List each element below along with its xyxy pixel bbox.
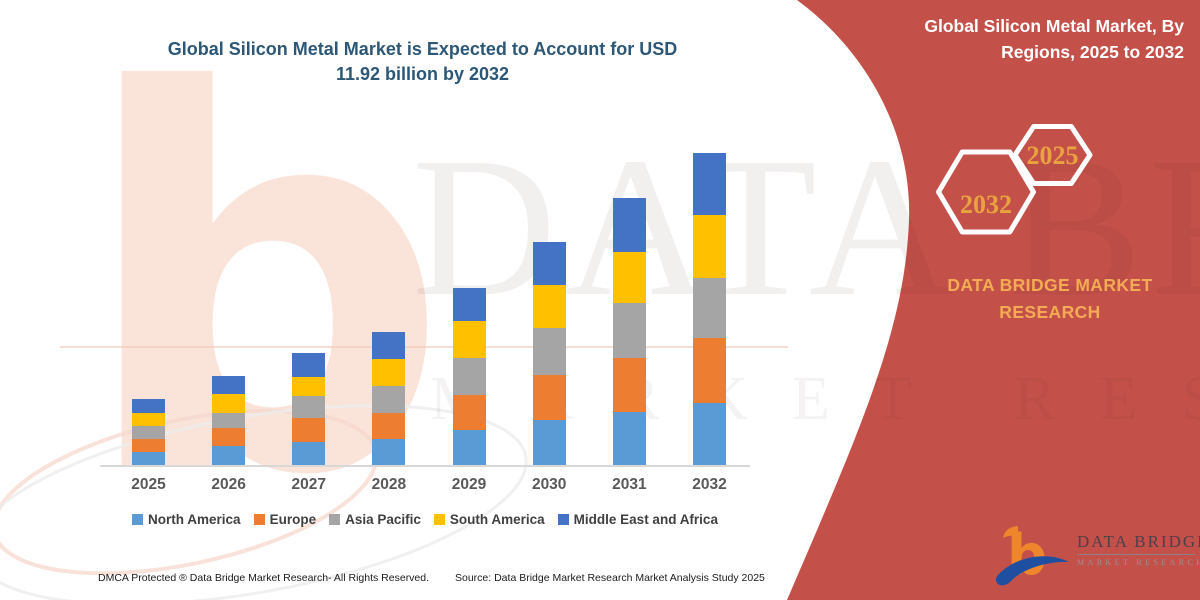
bar-segment-middle-east-and-africa-2028 (372, 331, 406, 360)
bar-segment-europe-2030 (532, 375, 566, 420)
x-axis-label-2028: 2028 (371, 476, 407, 493)
bar-segment-south-america-2031 (612, 252, 646, 303)
hexagon-badges: 2032 2025 (936, 124, 1093, 235)
watermark-underline (60, 346, 788, 348)
bar-segment-europe-2031 (612, 357, 646, 412)
bar-segment-north-america-2030 (532, 420, 566, 465)
panel-title: Global Silicon Metal Market, By Regions,… (854, 13, 1184, 66)
bar-segment-asia-pacific-2029 (452, 358, 486, 395)
legend-swatch-icon (557, 514, 569, 525)
logo-title: DATA BRIDGE (1077, 532, 1200, 551)
bar-segment-europe-2032 (692, 337, 726, 404)
bar-2031 (612, 197, 646, 465)
x-axis-label-2031: 2031 (612, 476, 647, 493)
bar-segment-north-america-2029 (452, 429, 486, 465)
bar-segment-north-america-2025 (132, 452, 165, 465)
hexagon-2032-icon (936, 149, 1036, 235)
footer-source-text: Source: Data Bridge Market Research Mark… (455, 572, 765, 584)
x-axis-label-2026: 2026 (211, 476, 246, 493)
legend-item-south-america: South America (433, 512, 545, 527)
x-axis-label-2029: 2029 (451, 476, 487, 493)
bar-segment-north-america-2032 (692, 403, 726, 465)
panel-title-line2: Regions, 2025 to 2032 (1001, 42, 1184, 63)
x-axis-label-2027: 2027 (291, 476, 327, 493)
chart-title-line2: 11.92 billion by 2032 (335, 64, 510, 85)
bar-segment-south-america-2032 (692, 215, 726, 279)
legend-item-north-america: North America (132, 512, 241, 527)
legend-label: Asia Pacific (345, 512, 421, 527)
x-axis-label-2030: 2030 (531, 476, 567, 493)
bar-segment-north-america-2026 (212, 446, 246, 465)
logo-divider (1077, 554, 1195, 555)
bar-segment-north-america-2027 (292, 442, 326, 465)
bar-segment-europe-2025 (132, 438, 165, 453)
panel-title-line1: Global Silicon Metal Market, By (924, 16, 1184, 36)
bar-segment-south-america-2027 (292, 376, 326, 397)
bar-segment-north-america-2031 (612, 411, 646, 465)
bar-segment-middle-east-and-africa-2032 (692, 153, 726, 216)
bar-2026 (212, 375, 246, 465)
legend-swatch-icon (433, 514, 445, 525)
brand-text-line2: RESEARCH (999, 302, 1101, 323)
legend-label: Europe (269, 512, 317, 527)
bar-segment-south-america-2030 (532, 285, 566, 329)
x-axis-label-2032: 2032 (692, 476, 727, 493)
bar-segment-asia-pacific-2030 (532, 328, 566, 375)
bar-segment-asia-pacific-2026 (212, 412, 246, 429)
legend: North America Europe Asia Pacific South Ame… (95, 512, 755, 527)
legend-item-middle-east-and-africa: Middle East and Africa (557, 512, 718, 527)
bar-segment-europe-2026 (212, 428, 246, 447)
legend-swatch-icon (132, 514, 144, 525)
bar-2032 (692, 153, 726, 465)
bar-segment-south-america-2029 (452, 321, 486, 359)
brand-text-line1: DATA BRIDGE MARKET (947, 275, 1153, 295)
legend-item-asia-pacific: Asia Pacific (329, 512, 421, 527)
chart-title-line1: Global Silicon Metal Market is Expected … (167, 39, 678, 59)
brand-text: DATA BRIDGE MARKET RESEARCH (900, 272, 1200, 326)
legend-swatch-icon (329, 514, 341, 525)
bar-2030 (532, 241, 566, 465)
legend-label: North America (148, 512, 241, 527)
bar-segment-south-america-2026 (212, 394, 246, 413)
bar-2027 (292, 353, 326, 465)
plot-area (100, 140, 750, 467)
chart-title: Global Silicon Metal Market is Expected … (95, 37, 750, 87)
bar-segment-south-america-2028 (372, 359, 406, 387)
bar-2025 (132, 399, 165, 465)
legend-label: South America (449, 512, 545, 527)
bar-segment-north-america-2028 (372, 438, 406, 465)
legend-item-europe: Europe (253, 512, 317, 527)
bar-segment-middle-east-and-africa-2030 (532, 241, 566, 286)
bar-segment-middle-east-and-africa-2026 (212, 375, 246, 395)
bar-2028 (372, 331, 406, 465)
bar-segment-asia-pacific-2025 (132, 426, 165, 439)
bar-segment-europe-2027 (292, 417, 326, 442)
bar-segment-europe-2029 (452, 394, 486, 430)
logo-swoosh-icon (996, 556, 1069, 586)
x-axis-labels: 2025 2026 2027 2028 2029 2030 2031 2032 (100, 476, 750, 496)
hexagon-2032-label: 2032 (960, 190, 1012, 219)
hexagon-2025-icon (1012, 124, 1093, 186)
bar-segment-middle-east-and-africa-2031 (612, 197, 646, 253)
bar-segment-middle-east-and-africa-2025 (132, 399, 165, 413)
bar-segment-europe-2028 (372, 413, 406, 439)
logo-b-icon: b (996, 523, 1069, 588)
bar-segment-middle-east-and-africa-2029 (452, 288, 486, 322)
footer-dmca-text: DMCA Protected ® Data Bridge Market Rese… (98, 572, 430, 584)
legend-label: Middle East and Africa (573, 512, 718, 527)
bar-segment-asia-pacific-2028 (372, 386, 406, 414)
bar-segment-asia-pacific-2027 (292, 396, 326, 418)
legend-swatch-icon (253, 514, 265, 525)
x-axis-label-2025: 2025 (131, 476, 166, 493)
bar-segment-asia-pacific-2031 (612, 302, 646, 358)
bar-2029 (452, 288, 486, 465)
bar-segment-south-america-2025 (132, 412, 165, 427)
dbmr-logo: b DATA BRIDGE MARKET RESEARCH (993, 522, 1200, 594)
hexagon-2025-label: 2025 (1027, 141, 1079, 170)
logo-subtitle: MARKET RESEARCH (1077, 558, 1200, 567)
bar-segment-asia-pacific-2032 (692, 278, 726, 338)
bar-segment-middle-east-and-africa-2027 (292, 353, 326, 377)
